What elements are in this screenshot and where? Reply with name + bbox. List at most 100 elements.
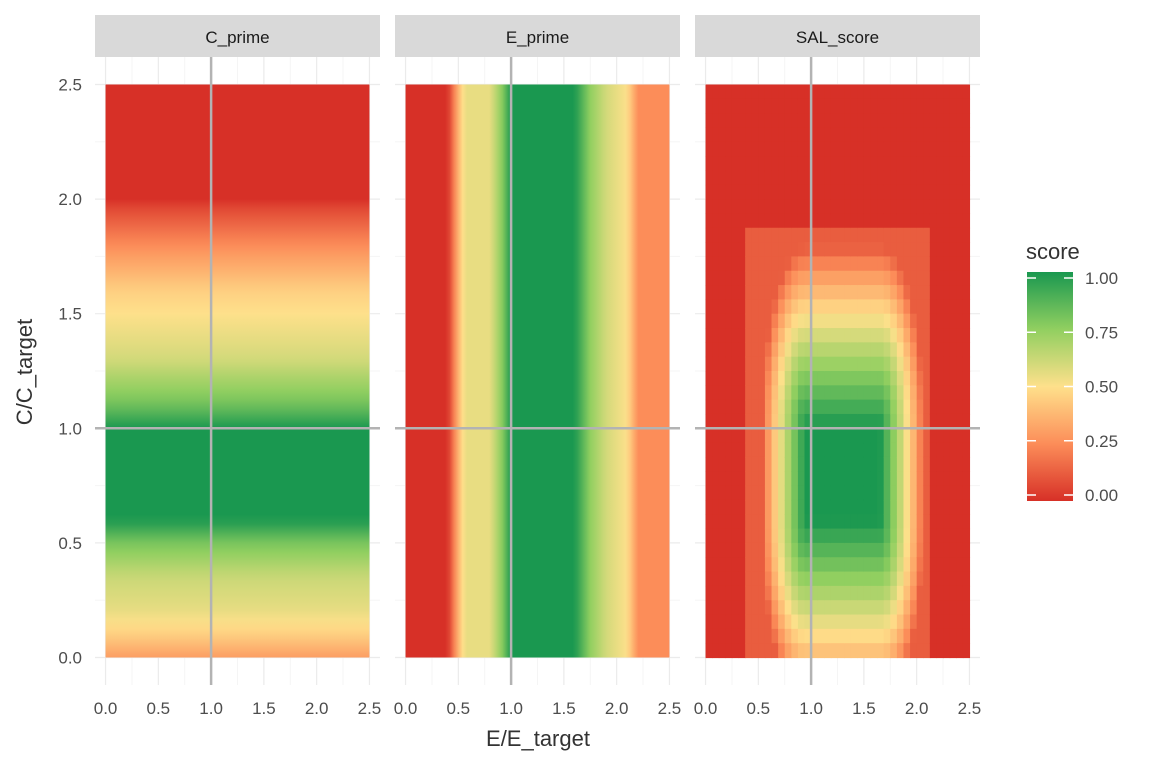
- heatmap-tile: [962, 242, 971, 257]
- heatmap-tile: [738, 528, 746, 544]
- heatmap-tile: [883, 328, 891, 343]
- heatmap-tile: [811, 585, 819, 601]
- heatmap-tile: [778, 442, 786, 458]
- heatmap-tile: [962, 614, 971, 630]
- heatmap-tile: [791, 84, 799, 100]
- x-tick-label: 0.5: [447, 699, 471, 718]
- heatmap-tile: [929, 514, 938, 530]
- heatmap-tile: [877, 141, 885, 157]
- heatmap-tile: [824, 170, 832, 186]
- heatmap-tile: [758, 442, 766, 458]
- heatmap-tile: [943, 170, 951, 186]
- heatmap-tile: [936, 170, 944, 186]
- heatmap-tile: [949, 328, 957, 343]
- heatmap-tile: [929, 399, 938, 415]
- heatmap-tile: [830, 628, 839, 644]
- heatmap-tile: [725, 213, 733, 229]
- y-tick-label: 2.0: [58, 190, 82, 209]
- y-tick-label: 1.5: [58, 305, 82, 324]
- heatmap-tile: [751, 127, 759, 143]
- heatmap-tile: [837, 600, 845, 616]
- heatmap-tile: [910, 199, 918, 215]
- heatmap-tile: [830, 456, 839, 472]
- heatmap-tile: [758, 600, 766, 616]
- heatmap-tile: [857, 643, 865, 659]
- heatmap-tile: [896, 514, 905, 530]
- heatmap-tile: [797, 98, 806, 114]
- heatmap-tile: [745, 184, 753, 200]
- heatmap-tile: [936, 542, 944, 558]
- heatmap-tile: [883, 557, 891, 573]
- heatmap-tile: [936, 600, 944, 616]
- heatmap-tile: [943, 127, 951, 143]
- heatmap-tile: [837, 585, 845, 601]
- heatmap-tile: [751, 385, 759, 401]
- heatmap-tile: [910, 514, 918, 530]
- heatmap-tile: [731, 471, 740, 487]
- heatmap-tile: [949, 456, 957, 472]
- heatmap-tile: [903, 614, 911, 630]
- heatmap-tile: [811, 113, 819, 129]
- heatmap-tile: [844, 385, 852, 401]
- heatmap-tile: [949, 614, 957, 630]
- heatmap-tile: [844, 127, 852, 143]
- heatmap-tile: [923, 371, 931, 386]
- heatmap-tile: [883, 84, 891, 100]
- heatmap-tile: [870, 98, 878, 114]
- heatmap-tile: [784, 141, 792, 157]
- heatmap-tile: [870, 113, 878, 129]
- heatmap-tile: [916, 385, 924, 401]
- heatmap-tile: [817, 170, 825, 186]
- heatmap-tile: [745, 485, 753, 501]
- heatmap-tile: [712, 485, 720, 501]
- heatmap-tile: [830, 356, 839, 372]
- heatmap-tile: [896, 98, 905, 114]
- heatmap-tile: [844, 456, 852, 472]
- heatmap-tile: [725, 256, 733, 272]
- heatmap-tile: [863, 600, 872, 616]
- heatmap-tile: [844, 113, 852, 129]
- heatmap-tile: [751, 456, 759, 472]
- y-tick-label: 1.0: [58, 419, 82, 438]
- heatmap-tile: [962, 156, 971, 172]
- heatmap-tile: [929, 299, 938, 315]
- heatmap-tile: [712, 413, 720, 429]
- heatmap-tile: [956, 643, 964, 659]
- heatmap-tile: [725, 199, 733, 215]
- heatmap-tile: [863, 585, 872, 601]
- heatmap-tile: [778, 643, 786, 659]
- heatmap-tile: [916, 442, 924, 458]
- heatmap-tile: [896, 156, 905, 172]
- heatmap-tile: [949, 413, 957, 429]
- heatmap-tile: [877, 270, 885, 286]
- heatmap-tile: [764, 141, 773, 157]
- heatmap-tile: [877, 213, 885, 229]
- heatmap-tile: [784, 328, 792, 343]
- x-tick-label: 2.0: [605, 699, 629, 718]
- heatmap-tile: [705, 499, 713, 515]
- heatmap-tile: [890, 557, 898, 573]
- heatmap-tile: [804, 98, 812, 114]
- heatmap-tile: [929, 113, 938, 129]
- heatmap-tile: [949, 514, 957, 530]
- heatmap-tile: [949, 600, 957, 616]
- heatmap-tile: [943, 542, 951, 558]
- heatmap-tile: [712, 385, 720, 401]
- heatmap-tile: [817, 113, 825, 129]
- heatmap-tile: [844, 643, 852, 659]
- heatmap-tile: [903, 285, 911, 300]
- heatmap-tile: [896, 442, 905, 458]
- heatmap-tile: [745, 371, 753, 386]
- heatmap-tile: [949, 285, 957, 300]
- heatmap-tile: [956, 399, 964, 415]
- heatmap-tile: [705, 614, 713, 630]
- heatmap-tile: [857, 242, 865, 257]
- heatmap-tile: [791, 600, 799, 616]
- heatmap-tile: [718, 328, 726, 343]
- heatmap-tile: [962, 328, 971, 343]
- heatmap-tile: [929, 442, 938, 458]
- heatmap-tile: [844, 614, 852, 630]
- heatmap-tile: [738, 614, 746, 630]
- heatmap-tile: [758, 542, 766, 558]
